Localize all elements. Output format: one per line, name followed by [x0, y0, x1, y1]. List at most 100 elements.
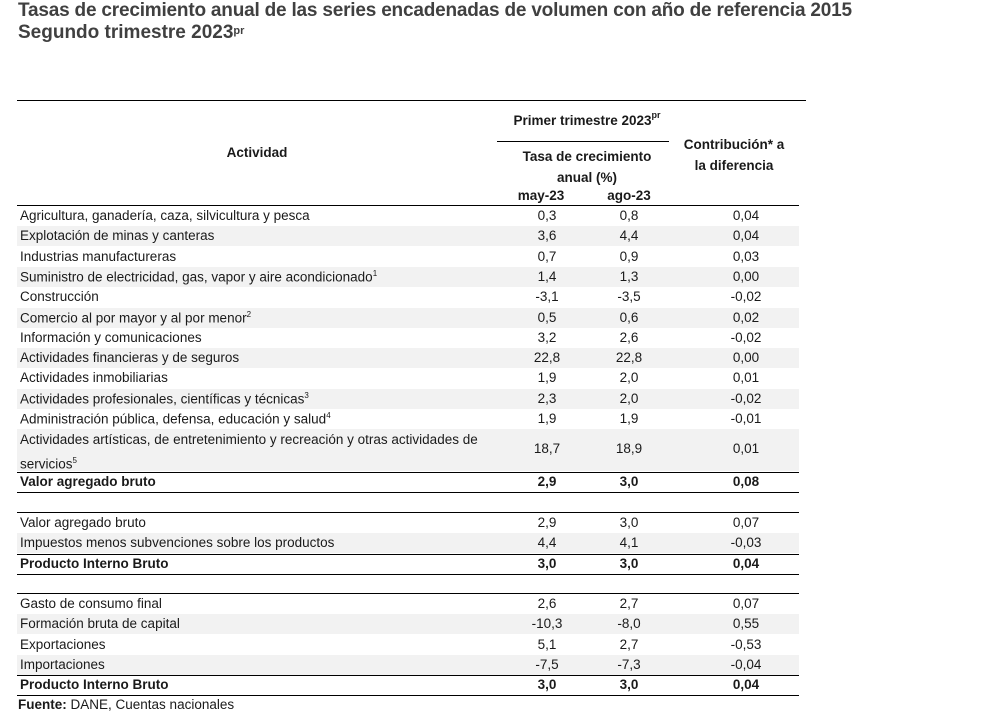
row-label: Explotación de minas y canteras	[20, 228, 215, 244]
row-label: Formación bruta de capital	[20, 616, 180, 632]
cell-contribution: 0,00	[732, 268, 760, 284]
cell-may: -10,3	[531, 616, 563, 632]
cell-ago: 4,4	[619, 228, 639, 244]
header-contribution: Contribución* a la diferencia	[683, 137, 785, 173]
total-top-rule	[17, 471, 799, 473]
cell-contribution: -0,02	[730, 329, 762, 345]
table-row: Actividades financieras y de seguros 22,8…	[17, 348, 799, 369]
header-period: Primer trimestre 2023pr	[513, 110, 661, 128]
cell-contribution: 0,55	[732, 616, 760, 632]
cell-may: 1,9	[537, 370, 557, 386]
row-label: Información y comunicaciones	[20, 329, 202, 345]
cell-ago: -7,3	[617, 656, 641, 672]
cell-contribution: -0,01	[730, 411, 762, 426]
cell-ago: 4,1	[619, 535, 639, 551]
row-label: Exportaciones	[20, 636, 106, 652]
cell-ago: 0,9	[619, 248, 639, 264]
page-title: Tasas de crecimiento anual de las series…	[18, 0, 852, 21]
total-bottom-rule	[17, 695, 799, 697]
header-bottom-rule	[17, 205, 799, 206]
table-row: Valor agregado bruto 2,9 3,0 0,08	[17, 472, 799, 492]
cell-ago: 2,0	[619, 390, 639, 406]
cell-contribution: 0,04	[732, 208, 760, 223]
table-row: Exportaciones 5,1 2,7 -0,53	[17, 635, 799, 655]
table-row: Producto Interno Bruto 3,0 3,0 0,04	[17, 675, 799, 695]
cell-contribution: 0,07	[732, 596, 760, 611]
cell-may: 3,6	[537, 228, 557, 244]
row-label: Impuestos menos subvenciones sobre los p…	[20, 535, 335, 551]
row-label: Valor agregado bruto	[20, 473, 156, 489]
cell-contribution: -0,04	[730, 656, 762, 672]
row-label: Actividades financieras y de seguros	[20, 350, 240, 366]
table-row: Producto Interno Bruto 3,0 3,0 0,04	[17, 554, 799, 574]
table-row: Administración pública, defensa, educaci…	[17, 409, 799, 429]
cell-may: 3,0	[537, 677, 557, 693]
cell-may: 3,2	[537, 329, 557, 345]
table-row: Actividades inmobiliarias 1,9 2,0 0,01	[17, 368, 799, 388]
cell-contribution: 0,00	[732, 350, 760, 366]
cell-ago: -3,5	[617, 289, 641, 305]
cell-may: 2,6	[537, 596, 557, 611]
cell-may: 22,8	[533, 350, 561, 366]
row-label: Importaciones	[20, 656, 105, 672]
cell-may: 5,1	[537, 636, 557, 652]
table-row: Comercio al por mayor y al por menor2 0,5…	[17, 307, 799, 328]
header-col-ago: ago-23	[607, 188, 651, 203]
total-bottom-rule	[17, 573, 799, 575]
cell-ago: 3,0	[619, 677, 639, 693]
cell-may: 18,7	[533, 441, 561, 457]
cell-contribution: -0,02	[730, 289, 762, 305]
header-actividad: Actividad	[226, 145, 288, 160]
total-top-rule	[17, 553, 799, 555]
cell-ago: 2,7	[619, 636, 639, 652]
page-subtitle: Segundo trimestre 2023pr	[18, 22, 245, 43]
table-row: Información y comunicaciones 3,2 2,6 -0,02	[17, 328, 799, 348]
cell-may: 2,9	[537, 515, 557, 530]
cell-ago: 2,6	[619, 329, 639, 345]
cell-ago: 2,0	[619, 370, 639, 386]
cell-contribution: -0,53	[730, 636, 762, 652]
cell-may: 2,3	[537, 390, 557, 406]
cell-ago: 2,7	[619, 596, 639, 611]
cell-contribution: 0,01	[732, 370, 760, 386]
cell-ago: 3,0	[619, 515, 639, 530]
cell-contribution: 0,08	[732, 473, 760, 489]
row-label: Valor agregado bruto	[20, 515, 146, 530]
table-row: Impuestos menos subvenciones sobre los p…	[17, 533, 799, 554]
section-rule	[17, 593, 799, 594]
row-label: Actividades artísticas, de entretenimien…	[20, 432, 478, 472]
row-label: Agricultura, ganadería, caza, silvicultu…	[20, 208, 310, 223]
cell-may: 0,5	[537, 309, 557, 325]
cell-contribution: 0,04	[732, 677, 760, 693]
cell-may: 4,4	[537, 535, 557, 551]
row-footnote: 4	[326, 411, 331, 420]
cell-may: 2,9	[537, 473, 557, 489]
cell-ago: -8,0	[617, 616, 641, 632]
cell-ago: 18,9	[615, 441, 643, 457]
table-row: Construcción -3,1 -3,5 -0,02	[17, 287, 799, 307]
cell-contribution: -0,03	[730, 535, 762, 551]
cell-ago: 1,9	[619, 411, 639, 426]
cell-ago: 1,3	[619, 268, 639, 284]
row-label: Comercio al por mayor y al por menor2	[20, 309, 252, 326]
row-label: Administración pública, defensa, educaci…	[20, 411, 331, 427]
table-row: Actividades profesionales, científicas y…	[17, 388, 799, 409]
table-row: Suministro de electricidad, gas, vapor y…	[17, 266, 799, 287]
row-label: Construcción	[20, 289, 99, 305]
row-footnote: 1	[372, 268, 378, 278]
header-col-may: may-23	[517, 188, 565, 203]
cell-contribution: 0,04	[732, 228, 760, 244]
cell-may: -3,1	[535, 289, 559, 305]
table-row: Explotación de minas y canteras 3,6 4,4 0,0…	[17, 226, 799, 247]
cell-may: -7,5	[535, 656, 559, 672]
cell-ago: 3,0	[619, 473, 639, 489]
cell-contribution: 0,01	[732, 441, 760, 457]
cell-contribution: 0,07	[732, 515, 760, 530]
table-row: Agricultura, ganadería, caza, silvicultu…	[17, 206, 799, 226]
header-period-rule	[497, 141, 669, 142]
cell-ago: 0,8	[619, 208, 639, 223]
cell-contribution: 0,04	[732, 555, 760, 571]
source-note: Fuente: DANE, Cuentas nacionales	[18, 697, 235, 712]
row-footnote: 5	[72, 456, 77, 466]
table-row: Formación bruta de capital -10,3 -8,0 0,55	[17, 614, 799, 635]
